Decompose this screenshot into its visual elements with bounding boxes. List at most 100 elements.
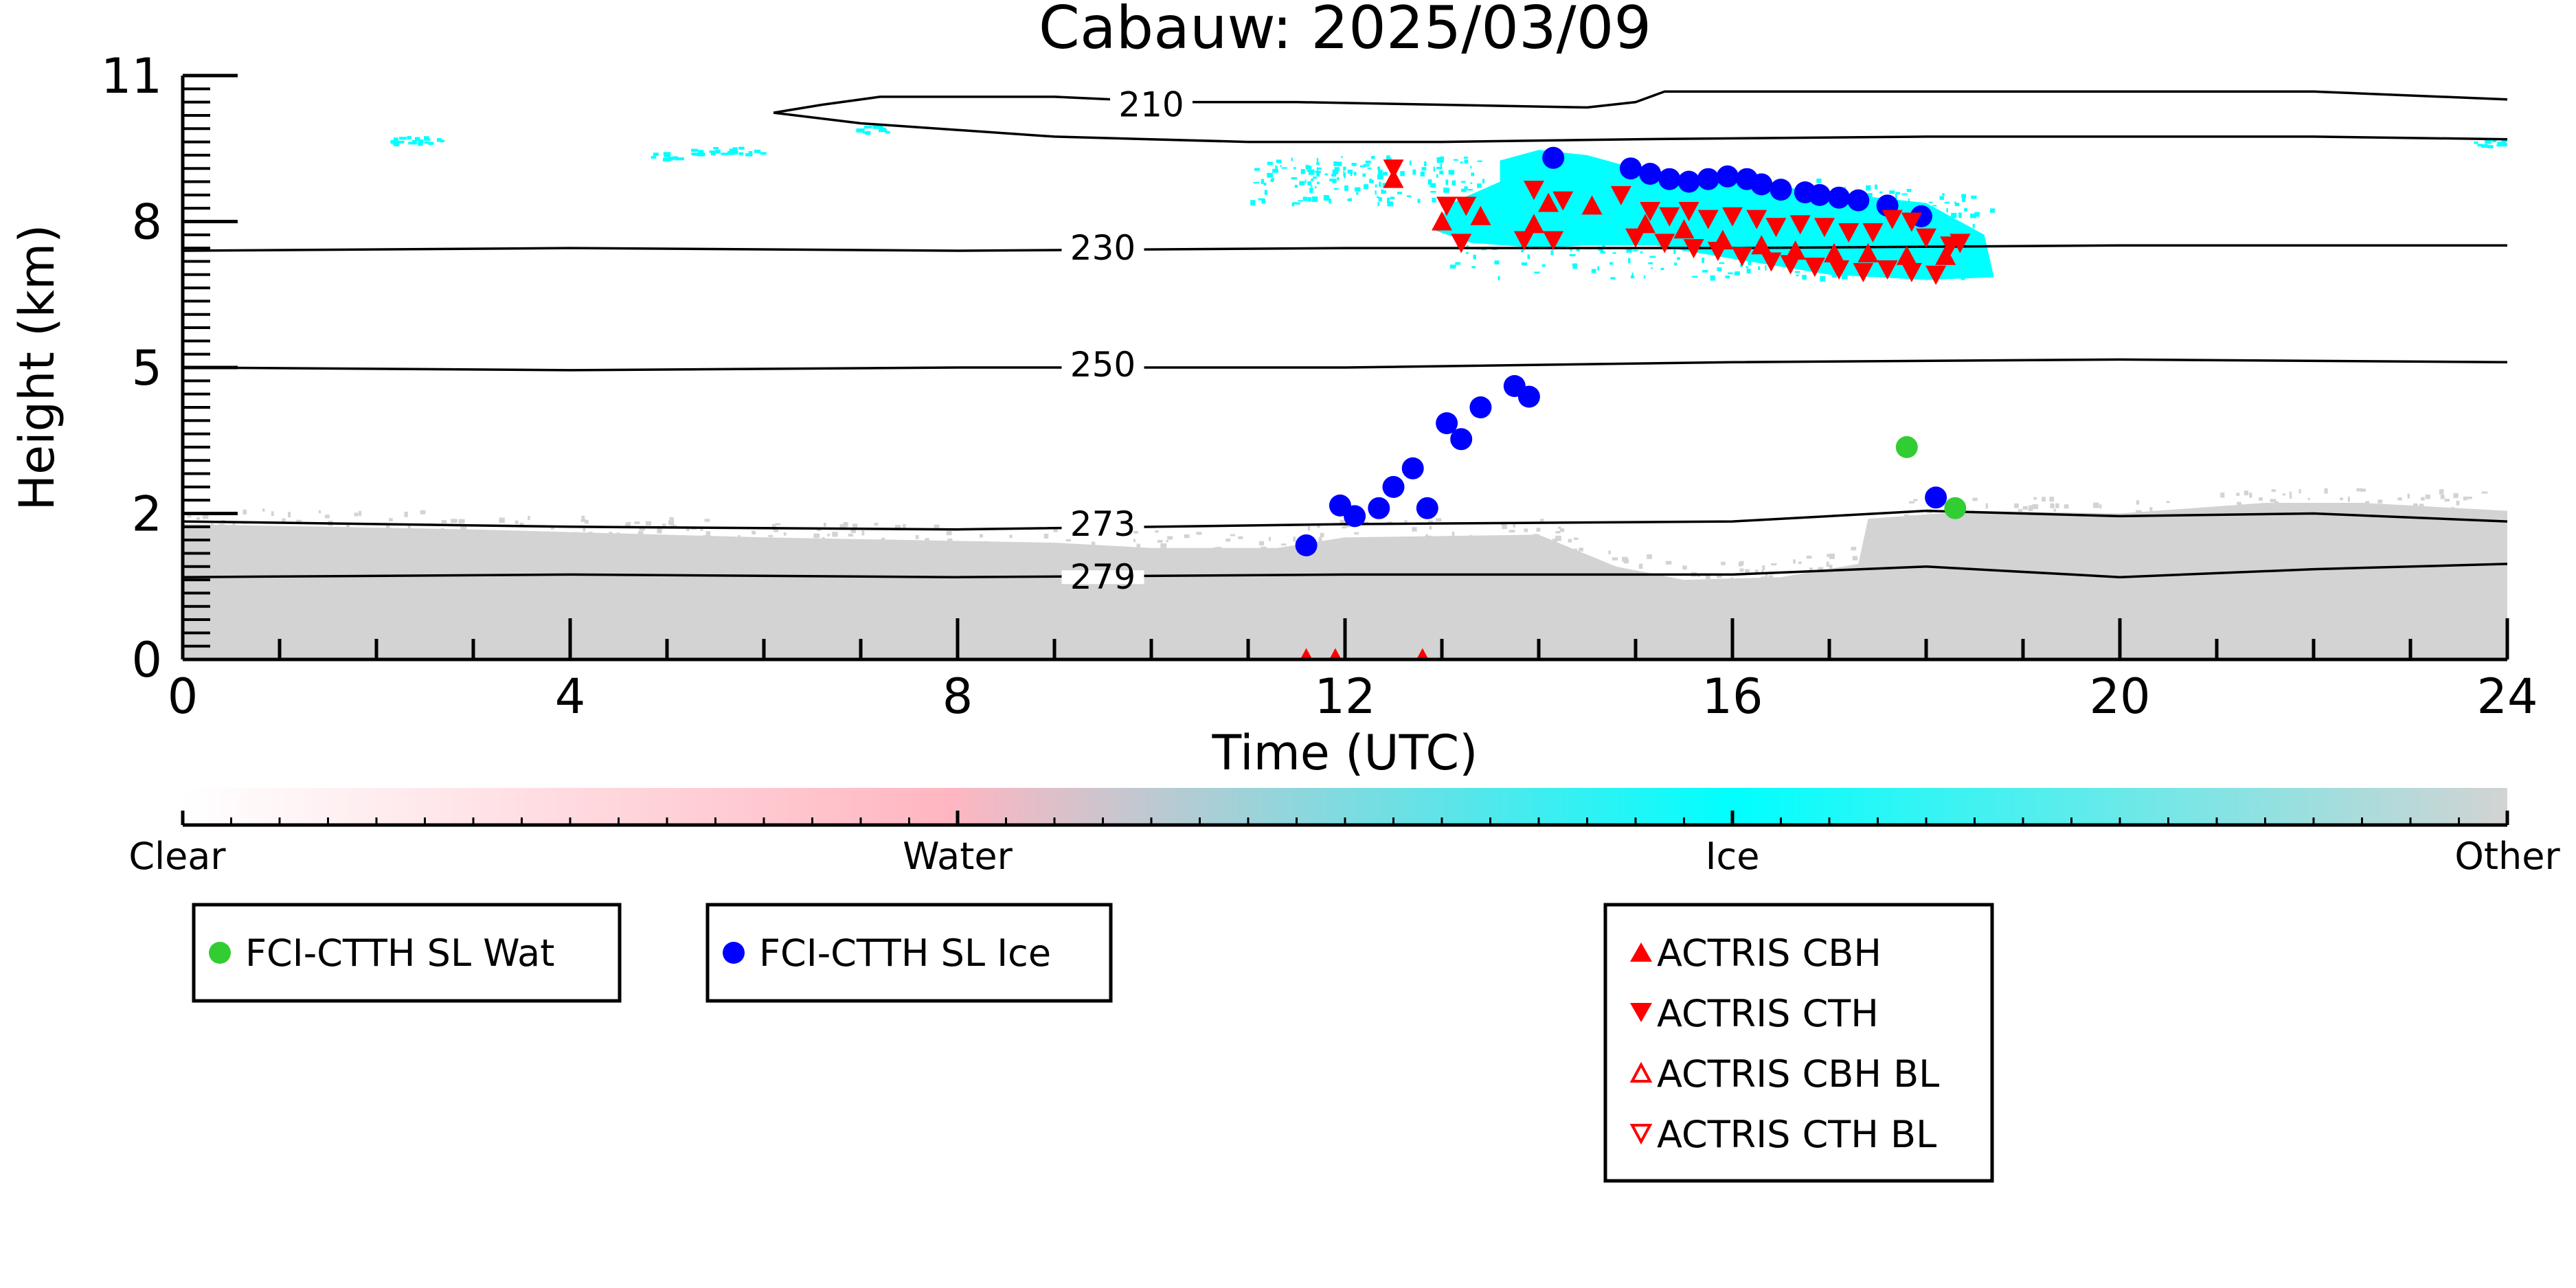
marker-point <box>1639 163 1662 185</box>
boundary-layer-speckle <box>2360 488 2366 492</box>
ice-cloud-speckle <box>1752 194 1756 197</box>
ice-cloud-speckle <box>1610 234 1615 238</box>
boundary-layer-speckle <box>2149 507 2153 512</box>
ice-cloud-patch <box>651 156 657 159</box>
boundary-layer-speckle <box>1761 576 1766 582</box>
ice-cloud-speckle <box>1343 170 1345 175</box>
ice-cloud-speckle <box>1774 243 1776 246</box>
ice-cloud-speckle <box>1410 160 1412 166</box>
ice-cloud-speckle <box>1638 191 1640 196</box>
x-tick-label: 24 <box>2476 668 2538 725</box>
ice-cloud-speckle <box>1588 174 1594 177</box>
legend-water-label: FCI-CTTH SL Wat <box>245 931 554 975</box>
ice-cloud-speckle <box>1717 227 1721 231</box>
legend-ice-label: FCI-CTTH SL Ice <box>759 931 1051 975</box>
boundary-layer-speckle <box>1623 559 1629 564</box>
ice-cloud-speckle <box>1640 251 1643 253</box>
boundary-layer-speckle <box>1166 540 1168 543</box>
ice-cloud-speckle <box>1547 168 1550 172</box>
legend-water: FCI-CTTH SL Wat <box>192 903 622 1003</box>
ice-cloud-speckle <box>1779 242 1781 245</box>
ice-cloud-speckle <box>1316 167 1319 172</box>
boundary-layer-speckle <box>1091 541 1096 547</box>
ice-cloud-speckle <box>1334 167 1340 171</box>
ice-cloud-speckle <box>1961 256 1966 258</box>
ice-cloud-speckle <box>1990 208 1995 213</box>
ice-cloud-patch <box>709 150 716 153</box>
marker-point <box>1814 218 1835 238</box>
boundary-layer-speckle <box>772 523 776 529</box>
ice-cloud-speckle <box>1861 214 1866 219</box>
marker-point <box>1935 245 1956 265</box>
x-tick-label: 8 <box>942 668 973 725</box>
ice-cloud-speckle <box>1571 209 1573 212</box>
ice-cloud-speckle <box>1377 201 1379 207</box>
marker-point <box>1697 168 1719 190</box>
ice-cloud-speckle <box>1821 237 1827 240</box>
ice-cloud-speckle <box>1866 185 1868 188</box>
ice-cloud-speckle <box>1267 172 1273 178</box>
marker-point <box>1469 396 1492 418</box>
ice-cloud-speckle <box>1477 160 1482 162</box>
boundary-layer-speckle <box>324 515 330 519</box>
ice-cloud-speckle <box>1735 271 1740 275</box>
ice-cloud-speckle <box>1963 271 1969 275</box>
ice-cloud-speckle <box>1962 198 1965 203</box>
boundary-layer-speckle <box>2244 490 2249 496</box>
ice-cloud-speckle <box>1649 233 1656 237</box>
boundary-layer-speckle <box>1765 573 1768 578</box>
boundary-layer-speckle <box>187 515 192 518</box>
ice-cloud-speckle <box>1591 269 1596 273</box>
ice-cloud-patch <box>2501 139 2507 142</box>
y-tick-label: 11 <box>101 48 162 104</box>
ice-cloud-speckle <box>1631 275 1635 279</box>
boundary-layer-speckle <box>1345 524 1351 528</box>
ice-cloud-speckle <box>1833 208 1835 212</box>
marker-point <box>1677 170 1700 193</box>
boundary-layer-speckle <box>262 508 265 512</box>
ice-cloud-speckle <box>1307 197 1311 202</box>
ice-cloud-speckle <box>1400 171 1405 177</box>
y-tick-label: 0 <box>131 632 162 688</box>
ice-cloud-speckle <box>1884 240 1888 244</box>
boundary-layer-speckle <box>2249 493 2252 498</box>
ice-cloud-speckle <box>1386 157 1392 161</box>
marker-point <box>1436 196 1458 216</box>
boundary-layer-speckle <box>2298 488 2301 494</box>
ice-cloud-speckle <box>1851 214 1855 221</box>
boundary-layer-speckle <box>1851 547 1857 551</box>
ice-cloud-speckle <box>1356 192 1359 195</box>
ice-cloud-speckle <box>1639 187 1644 189</box>
ice-cloud-speckle <box>1316 157 1319 163</box>
marker-point <box>1329 648 1342 659</box>
ice-cloud-speckle <box>1899 251 1903 256</box>
boundary-layer-speckle <box>1320 532 1324 538</box>
ice-cloud-patch <box>738 146 745 150</box>
boundary-layer-speckle <box>1829 565 1833 569</box>
boundary-layer-speckle <box>1555 531 1561 534</box>
ice-cloud-speckle <box>1314 186 1317 189</box>
boundary-layer-speckle <box>1157 540 1163 543</box>
boundary-layer-speckle <box>1043 534 1049 539</box>
boundary-layer-speckle <box>1053 528 1058 532</box>
boundary-layer-speckle <box>2055 503 2059 508</box>
ice-cloud-speckle <box>1628 258 1631 264</box>
boundary-layer-speckle <box>2028 508 2033 512</box>
marker-point <box>1552 191 1574 211</box>
boundary-layer-speckle <box>1559 528 1565 532</box>
ice-cloud-patch <box>2481 144 2488 148</box>
ice-cloud-speckle <box>1719 262 1725 264</box>
boundary-layer-speckle <box>895 525 901 528</box>
ice-cloud-speckle <box>1683 200 1689 203</box>
ice-cloud-speckle <box>1291 157 1293 161</box>
ice-cloud-speckle <box>1300 169 1305 174</box>
boundary-layer-speckle <box>1793 559 1796 564</box>
boundary-layer-speckle <box>1829 553 1835 559</box>
ice-cloud-speckle <box>1316 172 1320 177</box>
ice-cloud-speckle <box>1281 167 1287 169</box>
ice-cloud-speckle <box>1750 227 1756 230</box>
boundary-layer-speckle <box>1568 539 1572 543</box>
ice-cloud-speckle <box>1562 185 1568 191</box>
ice-cloud-speckle <box>1471 172 1475 177</box>
marker-point <box>1808 183 1831 206</box>
